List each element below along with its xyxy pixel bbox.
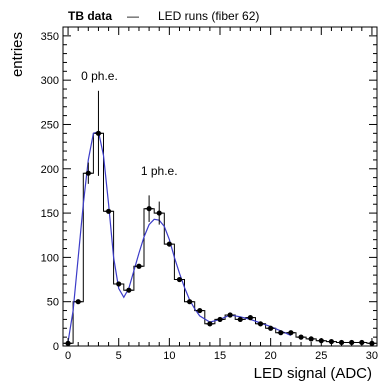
y-tick-label: 350 — [41, 31, 59, 43]
data-point — [237, 316, 243, 323]
data-point — [187, 299, 193, 305]
x-tick-label: 25 — [315, 350, 327, 362]
data-point — [328, 338, 335, 345]
data-point — [278, 330, 284, 336]
x-tick-label: 20 — [265, 350, 277, 362]
data-point — [227, 312, 233, 318]
x-tick-label: 10 — [163, 350, 175, 362]
y-tick-label: 250 — [41, 119, 59, 131]
data-point — [105, 208, 112, 214]
data-point — [166, 241, 172, 247]
data-point — [207, 321, 213, 327]
x-axis-title: LED signal (ADC) — [254, 365, 372, 382]
x-tick-label: 0 — [65, 350, 71, 362]
data-point — [75, 299, 81, 305]
legend-series-label: TB data — [68, 9, 112, 23]
data-point — [197, 307, 203, 314]
data-point — [156, 210, 162, 216]
x-tick-label: 5 — [116, 350, 122, 362]
data-point — [257, 321, 264, 327]
legend-description: LED runs (fiber 62) — [158, 9, 259, 23]
data-point — [116, 281, 122, 287]
annotation-label: 1 ph.e. — [141, 164, 178, 178]
annotation-label: 0 ph.e. — [81, 69, 118, 83]
y-tick-label: 50 — [47, 297, 59, 309]
annotations: 0 ph.e. 1 ph.e. — [81, 69, 177, 178]
y-tick-label: 100 — [41, 252, 59, 264]
data-point — [136, 263, 142, 269]
x-tick-label: 30 — [366, 350, 378, 362]
data-point — [268, 325, 274, 331]
data-point — [85, 170, 91, 176]
histogram-step-line — [63, 132, 377, 344]
data-point — [288, 330, 294, 336]
data-point — [176, 276, 183, 283]
legend: TB data — LED runs (fiber 62) — [68, 9, 259, 23]
legend-separator: — — [127, 9, 139, 23]
y-axis-title: entries — [9, 32, 26, 77]
data-point — [247, 315, 253, 321]
fit-curve — [67, 130, 292, 342]
data-point — [126, 287, 132, 293]
y-tick-label: 0 — [53, 341, 59, 353]
y-tick-label: 200 — [41, 164, 59, 176]
data-point — [308, 336, 314, 342]
y-axis-ticks: 0 50 100 150 200 250 300 350 — [41, 31, 377, 353]
data-point — [146, 206, 152, 212]
fit-curve-line — [67, 130, 292, 342]
y-tick-label: 150 — [41, 208, 59, 220]
data-point — [95, 130, 102, 136]
histogram-steps — [63, 132, 377, 344]
data-point — [298, 334, 304, 340]
data-points — [64, 90, 376, 346]
y-tick-label: 300 — [41, 75, 59, 87]
x-axis-ticks: 0 5 10 15 20 25 30 — [65, 27, 378, 362]
data-point — [217, 316, 223, 323]
x-tick-label: 15 — [214, 350, 226, 362]
